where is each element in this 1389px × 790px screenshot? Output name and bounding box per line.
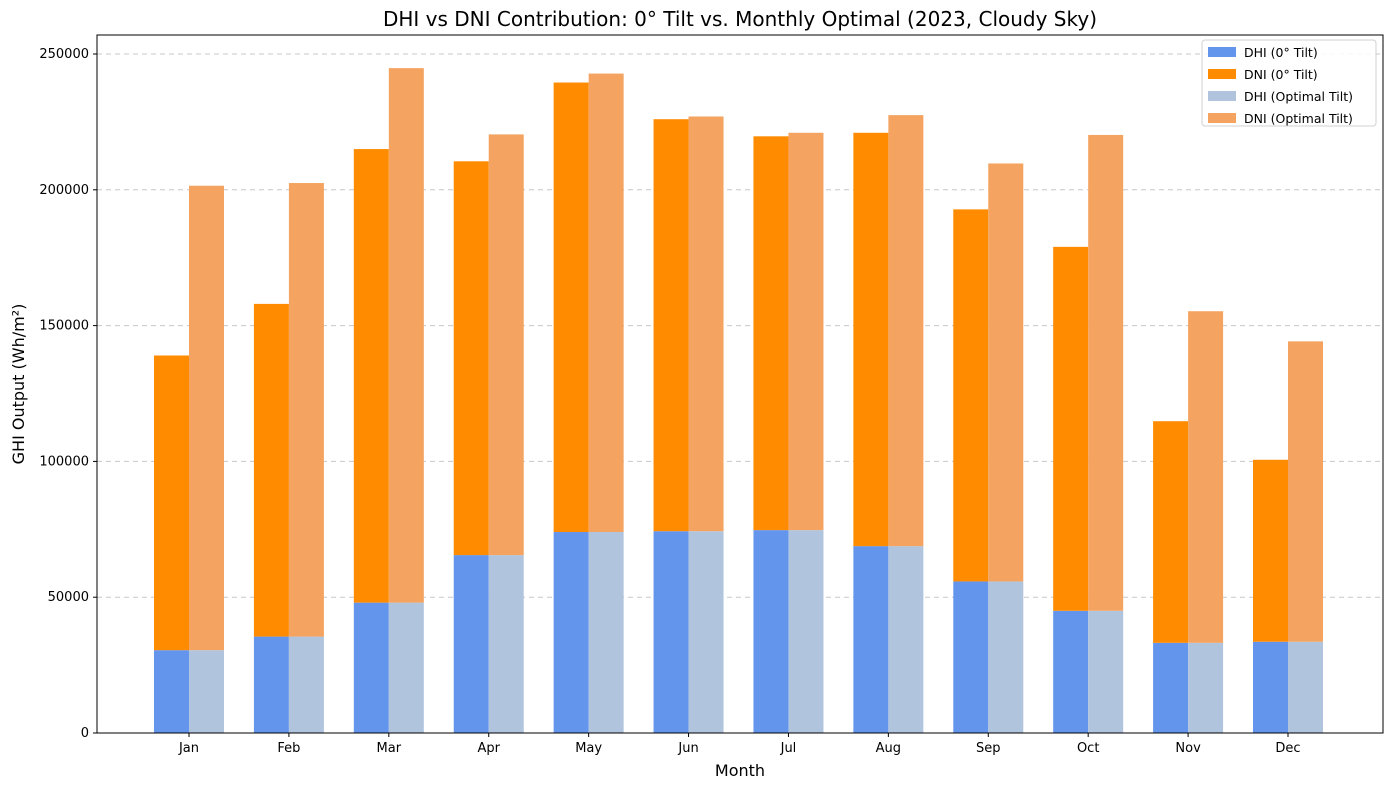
bar-dhi-optimal-apr — [488, 555, 524, 733]
bar-dni-tilt0-aug — [853, 132, 889, 547]
x-tick-label: May — [575, 741, 602, 756]
bars-layer — [154, 68, 1323, 733]
bar-dhi-tilt0-apr — [453, 555, 489, 733]
bar-dni-optimal-jan — [189, 185, 224, 651]
x-tick-label: Mar — [377, 741, 402, 756]
x-tick-label: Apr — [477, 741, 500, 756]
bar-dni-optimal-oct — [1088, 134, 1124, 611]
y-tick-label: 50000 — [48, 590, 89, 605]
x-tick-label: Jul — [780, 741, 797, 756]
bar-dni-tilt0-jul — [753, 136, 789, 531]
x-tick-label: Nov — [1175, 741, 1201, 756]
x-tick-label: Jan — [178, 741, 199, 756]
y-axis: 0 50000 100000 150000 200000 250000 — [39, 47, 97, 741]
bar-dhi-tilt0-dec — [1253, 641, 1288, 733]
bar-dni-optimal-nov — [1188, 311, 1224, 643]
bar-dni-optimal-may — [588, 73, 624, 533]
chart-title: DHI vs DNI Contribution: 0° Tilt vs. Mon… — [383, 7, 1097, 31]
legend-label: DHI (Optimal Tilt) — [1244, 89, 1353, 104]
bar-dhi-optimal-aug — [888, 546, 924, 733]
bar-dni-tilt0-may — [553, 82, 589, 533]
bar-dhi-tilt0-oct — [1053, 610, 1089, 733]
bar-dhi-tilt0-aug — [853, 546, 889, 733]
y-tick-label: 250000 — [39, 47, 89, 62]
legend-swatch — [1208, 113, 1236, 123]
legend-label: DNI (0° Tilt) — [1244, 67, 1318, 82]
legend-swatch — [1208, 91, 1236, 101]
legend-swatch — [1208, 47, 1236, 57]
bar-dhi-optimal-sep — [988, 581, 1024, 733]
y-tick-label: 150000 — [39, 319, 89, 334]
bar-dni-tilt0-jun — [653, 119, 689, 532]
legend-label: DHI (0° Tilt) — [1244, 45, 1318, 60]
bar-dhi-tilt0-sep — [953, 581, 989, 733]
bar-dhi-optimal-feb — [288, 636, 324, 733]
bar-dhi-optimal-may — [588, 532, 624, 733]
x-tick-label: Oct — [1077, 741, 1099, 756]
x-tick-label: Jun — [677, 741, 698, 756]
bar-dhi-tilt0-feb — [253, 636, 289, 733]
bar-dni-optimal-jul — [788, 132, 824, 531]
x-tick-label: Dec — [1275, 741, 1300, 756]
bar-dni-tilt0-dec — [1253, 459, 1288, 642]
x-tick-label: Sep — [976, 741, 1001, 756]
bar-dni-tilt0-apr — [453, 161, 489, 556]
legend-swatch — [1208, 69, 1236, 79]
axes-frame — [96, 34, 1384, 734]
y-axis-label: GHI Output (Wh/m²) — [9, 304, 28, 465]
bar-dhi-optimal-jun — [688, 531, 724, 733]
legend-frame — [1201, 39, 1377, 127]
bar-dhi-optimal-mar — [388, 602, 424, 733]
bar-dni-optimal-feb — [288, 183, 324, 637]
bar-dhi-tilt0-jul — [753, 530, 789, 733]
y-tick-label: 0 — [81, 726, 89, 741]
x-axis-label: Month — [715, 761, 765, 780]
x-axis: Jan Feb Mar Apr May Jun Jul Aug Sep Oct Nov Dec — [178, 733, 1301, 756]
bar-dhi-tilt0-may — [553, 532, 589, 733]
bar-dni-optimal-apr — [488, 134, 524, 556]
bar-dni-tilt0-feb — [253, 303, 289, 637]
bar-dni-tilt0-mar — [353, 149, 389, 603]
bar-dni-optimal-mar — [388, 68, 424, 603]
legend-label: DNI (Optimal Tilt) — [1244, 111, 1353, 126]
x-tick-label: Feb — [277, 741, 300, 756]
bar-dni-tilt0-jan — [154, 355, 189, 651]
bar-dni-optimal-dec — [1288, 341, 1323, 642]
bar-dhi-tilt0-jan — [154, 650, 189, 733]
bar-dni-tilt0-nov — [1153, 421, 1189, 643]
x-tick-label: Aug — [876, 741, 901, 756]
bar-dni-tilt0-oct — [1053, 246, 1089, 611]
y-tick-label: 100000 — [39, 454, 89, 469]
bar-dhi-optimal-jul — [788, 530, 824, 733]
y-tick-label: 200000 — [39, 183, 89, 198]
bar-dhi-tilt0-mar — [353, 602, 389, 733]
bar-dhi-tilt0-nov — [1153, 642, 1189, 733]
bar-dni-optimal-sep — [988, 163, 1024, 582]
bar-dhi-optimal-dec — [1288, 641, 1323, 733]
bar-dni-optimal-aug — [888, 115, 924, 547]
bar-dhi-optimal-jan — [189, 650, 224, 733]
bar-dhi-tilt0-jun — [653, 531, 689, 733]
bar-dhi-optimal-oct — [1088, 610, 1124, 733]
bar-dhi-optimal-nov — [1188, 642, 1224, 733]
bar-dni-tilt0-sep — [953, 209, 989, 582]
legend: DHI (0° Tilt) DNI (0° Tilt) DHI (Optimal T… — [1201, 39, 1377, 127]
bar-dni-optimal-jun — [688, 116, 724, 532]
